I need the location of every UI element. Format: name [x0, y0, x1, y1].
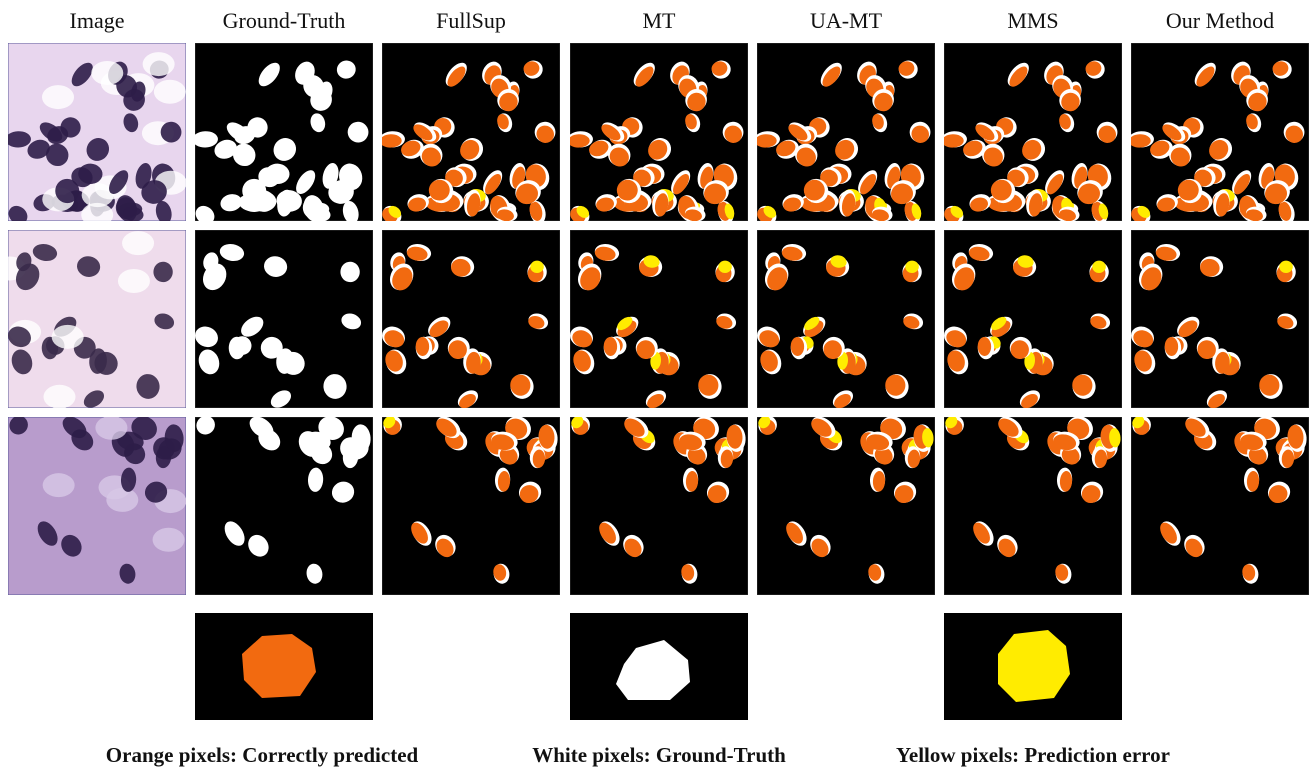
panel-grid [0, 43, 1309, 595]
panel [379, 230, 560, 411]
legend-caption: Yellow pixels: Prediction error [896, 743, 1170, 767]
column-headers: Image Ground-Truth FullSup MT UA-MT MMS Our Me… [70, 8, 1275, 33]
panel [567, 230, 748, 411]
ground-truth [340, 262, 360, 283]
tissue [43, 473, 75, 497]
tissue [143, 52, 175, 76]
legend-caption: White pixels: Ground-Truth [532, 743, 786, 767]
figure: Image Ground-Truth FullSup MT UA-MT MMS Our Me… [0, 0, 1310, 777]
panel [1129, 412, 1309, 595]
panel [0, 230, 186, 411]
tissue [122, 231, 154, 255]
panel [6, 412, 187, 595]
tissue [42, 85, 74, 109]
nucleus [153, 262, 173, 283]
panel [192, 43, 373, 228]
panel [1128, 230, 1309, 411]
panel [941, 43, 1122, 228]
column-header: Our Method [1166, 8, 1274, 33]
panel [5, 43, 187, 228]
panel [567, 43, 748, 228]
column-header: Image [70, 8, 125, 33]
tissue [118, 269, 150, 293]
prediction-error [530, 261, 544, 273]
column-header: UA-MT [810, 8, 883, 33]
legend-caption: Orange pixels: Correctly predicted [106, 743, 419, 767]
panel [755, 412, 935, 595]
prediction-error [1279, 261, 1293, 273]
prediction-error [718, 261, 732, 273]
column-header: Ground-Truth [223, 8, 346, 33]
panel [942, 412, 1122, 595]
column-header: MMS [1007, 8, 1058, 33]
panel [379, 43, 560, 228]
panel [380, 412, 560, 595]
panel [193, 412, 373, 595]
tissue [95, 416, 127, 440]
panel [192, 230, 373, 411]
prediction-error [905, 261, 919, 273]
tissue [91, 61, 123, 85]
tissue [153, 528, 185, 552]
column-header: FullSup [436, 8, 506, 33]
prediction-error [1092, 261, 1106, 273]
panel [1128, 43, 1309, 228]
tissue [52, 325, 84, 349]
panel [754, 43, 935, 228]
tissue [44, 385, 76, 409]
tissue [81, 203, 113, 227]
tissue [154, 80, 186, 104]
panel [754, 230, 935, 411]
panel [568, 412, 748, 595]
column-header: MT [643, 8, 677, 33]
panel [941, 230, 1122, 411]
legend-swatches [195, 613, 1122, 720]
